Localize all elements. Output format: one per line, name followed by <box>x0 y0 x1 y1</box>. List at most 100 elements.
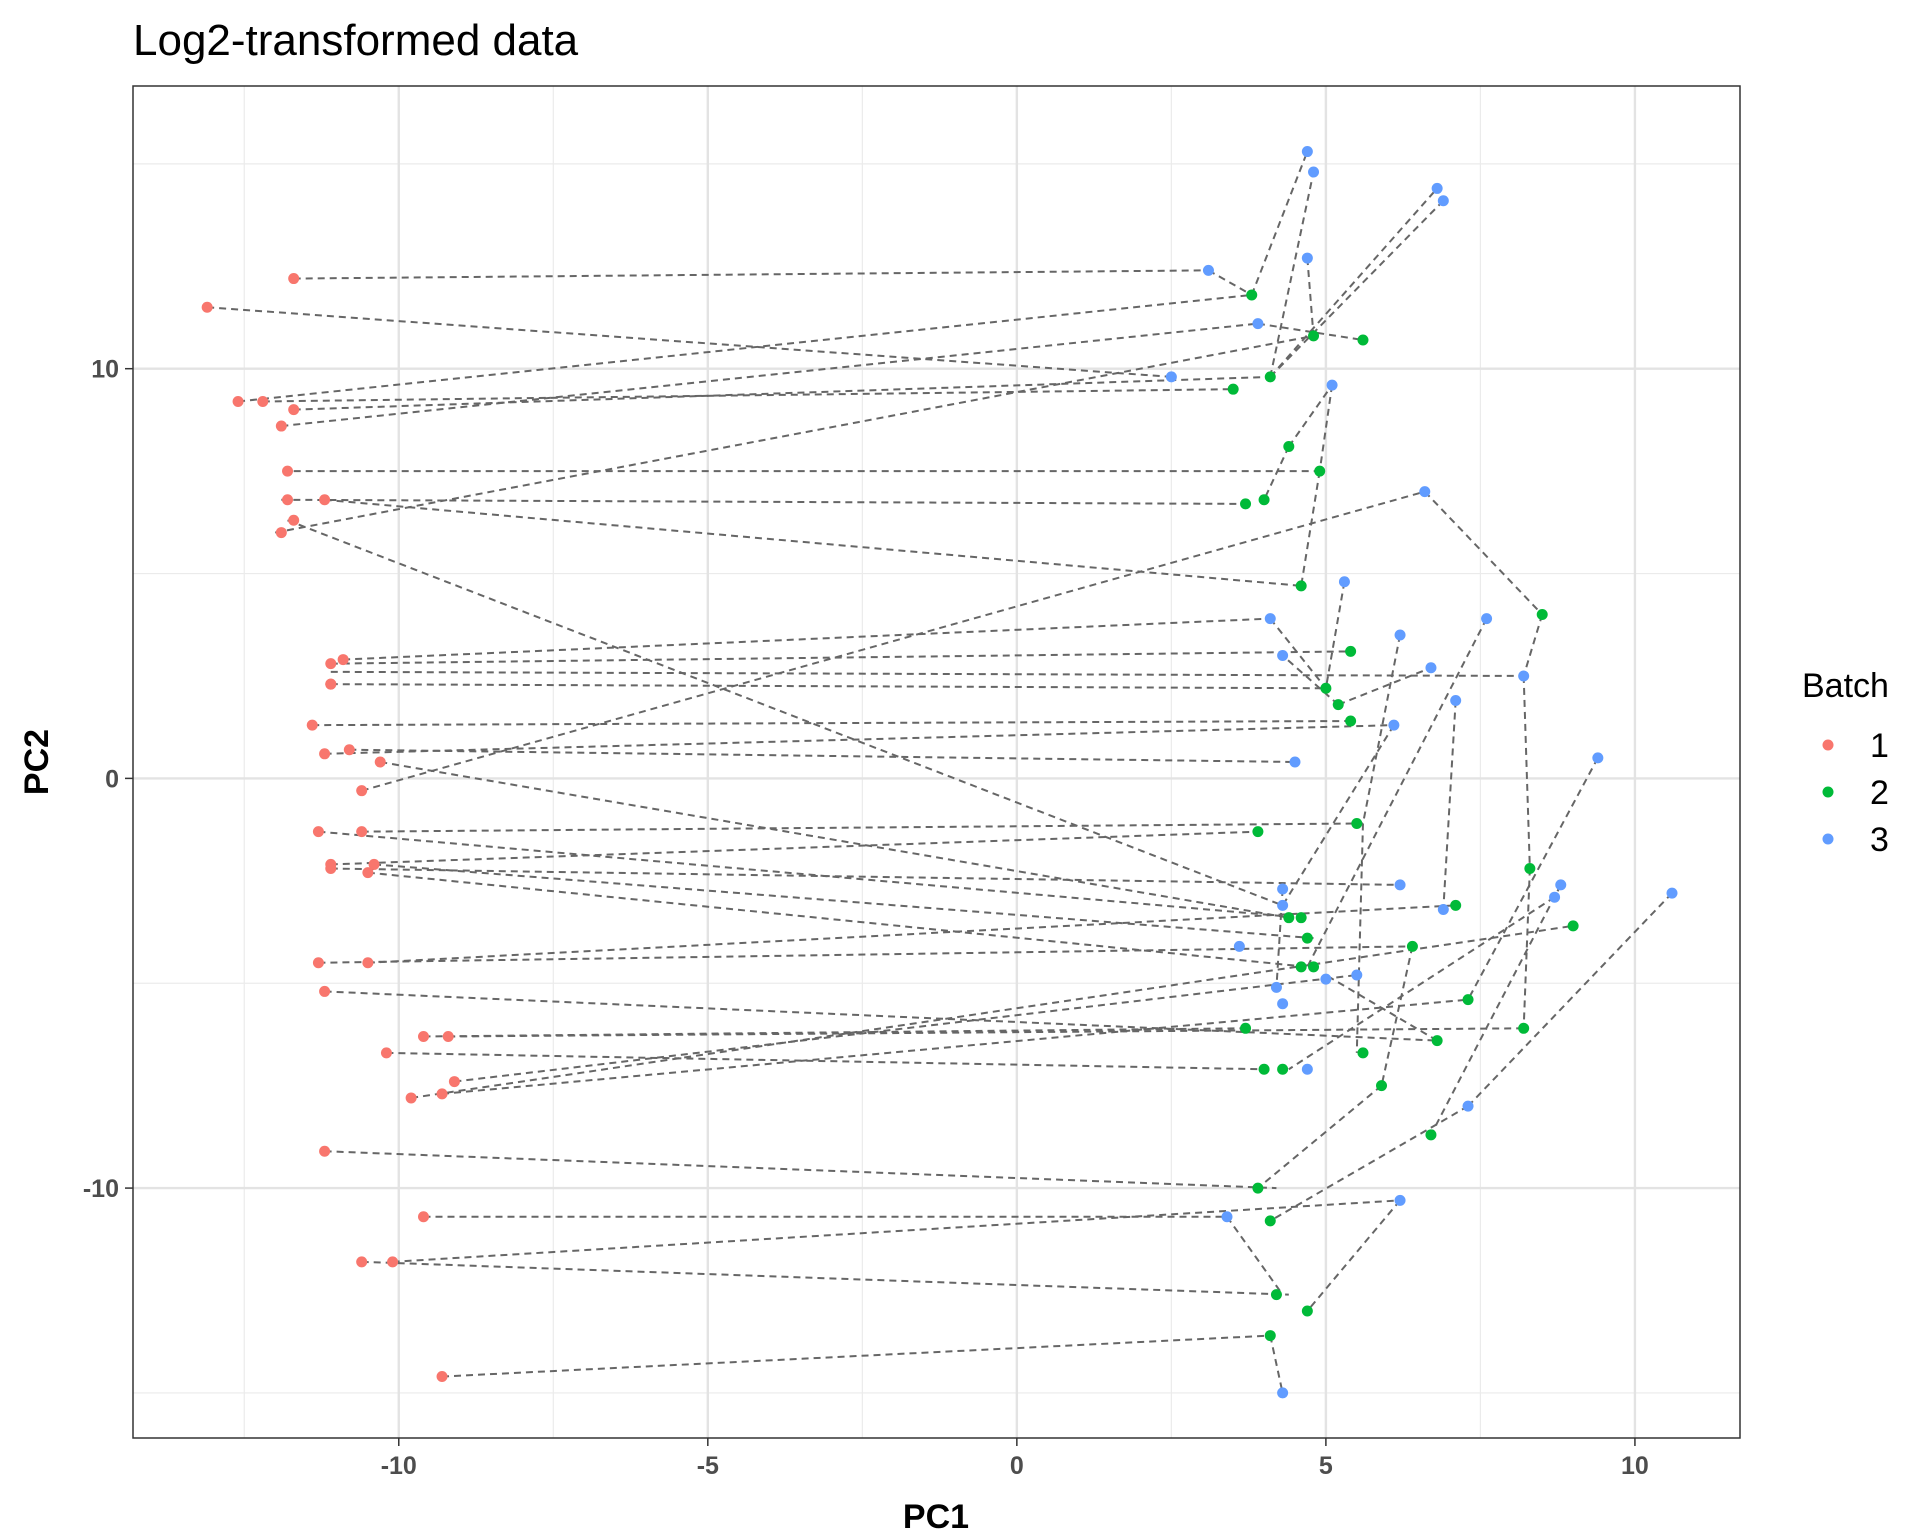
connection-line <box>1287 384 1333 448</box>
connection-line <box>386 1051 1265 1071</box>
x-tick-label: -5 <box>697 1452 719 1480</box>
connection-line <box>1269 187 1438 378</box>
data-point-batch-2 <box>1264 371 1276 383</box>
data-point-batch-1 <box>319 985 331 997</box>
connection-line <box>1250 151 1309 296</box>
data-point-batch-1 <box>288 514 300 526</box>
minor-gridlines <box>133 86 1740 1438</box>
data-point-batch-2 <box>1240 498 1252 510</box>
connection-line <box>361 822 1363 833</box>
data-point-batch-3 <box>1388 719 1400 731</box>
data-point-batch-1 <box>275 527 287 539</box>
connection-line <box>1324 581 1346 689</box>
data-point-batch-1 <box>362 867 374 879</box>
connection-line <box>330 670 1524 677</box>
connection-line <box>441 1334 1271 1378</box>
connection-line <box>1522 675 1531 869</box>
connection-line <box>454 974 1357 1083</box>
data-point-batch-2 <box>1332 699 1344 711</box>
data-point-batch-1 <box>201 301 213 313</box>
data-point-batch-1 <box>275 420 287 432</box>
connection-line <box>330 867 1401 886</box>
connection-line <box>281 322 1259 428</box>
connection-line <box>361 1260 1289 1296</box>
data-point-batch-3 <box>1462 1100 1474 1112</box>
x-tick-label: 5 <box>1319 1452 1333 1480</box>
data-point-batch-2 <box>1252 1182 1264 1194</box>
data-point-batch-2 <box>1264 1215 1276 1227</box>
data-point-batch-3 <box>1289 756 1301 768</box>
data-point-batch-2 <box>1295 961 1307 973</box>
connection-line <box>318 830 1302 919</box>
data-point-batch-3 <box>1351 969 1363 981</box>
connection-line <box>1522 614 1544 677</box>
connection-line <box>441 998 1469 1095</box>
data-point-batch-2 <box>1345 715 1357 727</box>
data-point-batch-1 <box>368 858 380 870</box>
connection-line <box>367 904 1456 964</box>
data-point-batch-2 <box>1320 682 1332 694</box>
connection-line <box>1269 1105 1469 1222</box>
data-point-batch-3 <box>1555 879 1567 891</box>
data-point-batch-2 <box>1345 645 1357 657</box>
data-point-batch-1 <box>306 719 318 731</box>
data-point-batch-1 <box>417 1030 429 1042</box>
connection-line <box>1424 490 1543 616</box>
major-gridlines <box>133 86 1740 1438</box>
data-point-batch-2 <box>1264 1330 1276 1342</box>
connection-line <box>287 519 1283 907</box>
data-point-batch-3 <box>1277 899 1289 911</box>
connection-line <box>324 1150 1277 1190</box>
data-point-batch-3 <box>1450 695 1462 707</box>
legend-key-batch-2 <box>1822 786 1834 798</box>
data-point-batch-3 <box>1264 613 1276 625</box>
connection-line <box>1522 868 1531 1029</box>
data-point-batch-3 <box>1518 670 1530 682</box>
connection-line <box>324 724 1394 755</box>
connection-line <box>1263 446 1290 501</box>
data-point-batch-3 <box>1437 195 1449 207</box>
data-point-batch-3 <box>1326 379 1338 391</box>
data-point-batch-2 <box>1270 1289 1282 1301</box>
legend-key-batch-1 <box>1822 739 1834 751</box>
connection-line <box>207 306 1172 378</box>
data-point-batch-3 <box>1165 371 1177 383</box>
connection-line <box>343 617 1271 661</box>
connection-line <box>318 945 1413 964</box>
data-point-batch-1 <box>319 494 331 506</box>
y-tick-label: -10 <box>83 1175 119 1203</box>
connection-line <box>293 375 1271 411</box>
data-point-batch-3 <box>1277 998 1289 1010</box>
data-point-batch-1 <box>312 826 324 838</box>
data-point-batch-2 <box>1351 817 1363 829</box>
connection-line <box>1269 1335 1284 1394</box>
connection-line <box>1325 974 1438 1042</box>
data-point-batch-1 <box>380 1047 392 1059</box>
connection-line <box>1281 654 1339 706</box>
data-point-batch-3 <box>1437 903 1449 915</box>
data-point-batch-2 <box>1536 609 1548 621</box>
data-point-batch-3 <box>1202 264 1214 276</box>
data-point-batch-3 <box>1301 1063 1313 1075</box>
data-point-batch-1 <box>362 957 374 969</box>
data-point-batch-1 <box>282 494 294 506</box>
connection-line <box>1226 1216 1284 1296</box>
data-point-batch-3 <box>1308 166 1320 178</box>
data-point-batch-2 <box>1357 1047 1369 1059</box>
data-point-batch-3 <box>1481 613 1493 625</box>
data-point-batch-2 <box>1258 1063 1270 1075</box>
data-point-batch-3 <box>1277 1387 1289 1399</box>
data-point-batch-1 <box>374 756 386 768</box>
connection-line <box>1306 1199 1401 1312</box>
data-point-batch-2 <box>1277 1063 1289 1075</box>
data-point-batch-3 <box>1301 252 1313 264</box>
data-point-batch-1 <box>337 654 349 666</box>
legend-label-batch-2: 2 <box>1870 774 1889 812</box>
y-tick-label: 10 <box>91 356 119 384</box>
connection-line <box>373 863 1314 940</box>
data-point-batch-2 <box>1227 383 1239 395</box>
data-points <box>201 146 1678 1399</box>
data-point-batch-1 <box>448 1076 460 1088</box>
data-point-batch-2 <box>1240 1022 1252 1034</box>
